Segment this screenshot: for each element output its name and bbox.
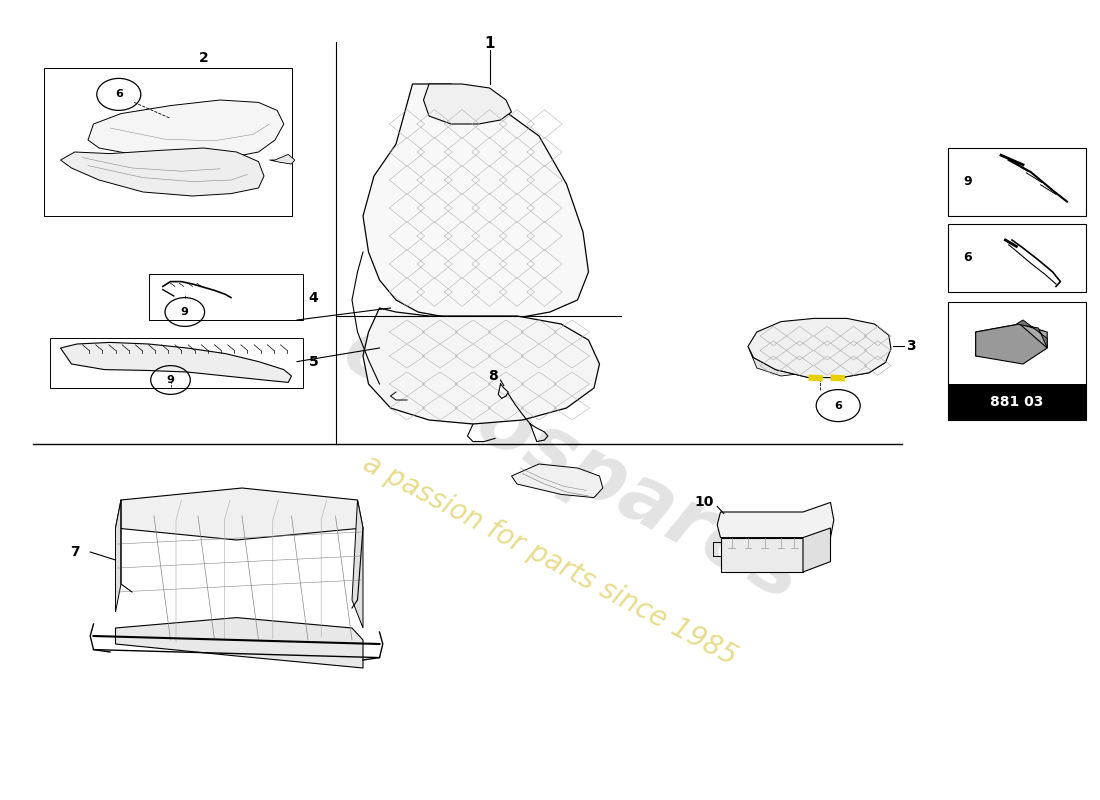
Polygon shape [748,346,889,378]
Polygon shape [60,342,292,382]
Polygon shape [60,148,264,196]
Text: 8: 8 [488,369,497,383]
Polygon shape [352,500,363,628]
Text: 10: 10 [694,495,714,510]
Text: 9: 9 [180,307,189,317]
Text: a passion for parts since 1985: a passion for parts since 1985 [359,449,741,671]
Text: eurospares: eurospares [329,310,815,618]
Polygon shape [717,502,834,538]
FancyBboxPatch shape [948,302,1086,420]
Text: 4: 4 [309,290,318,305]
Polygon shape [424,84,512,124]
Polygon shape [116,488,363,540]
Text: 881 03: 881 03 [990,395,1044,410]
FancyBboxPatch shape [948,384,1086,420]
Polygon shape [116,500,121,612]
Polygon shape [512,464,603,498]
Text: 9: 9 [964,175,972,188]
Polygon shape [363,308,600,424]
Text: 9: 9 [166,375,175,385]
Text: 6: 6 [834,401,843,410]
Polygon shape [748,318,891,378]
Text: 5: 5 [309,355,318,370]
Text: 6: 6 [964,251,972,264]
Polygon shape [803,528,830,572]
Polygon shape [976,324,1047,356]
Text: 7: 7 [70,545,79,559]
Polygon shape [976,324,1047,364]
Polygon shape [363,84,588,320]
Polygon shape [88,100,284,160]
Polygon shape [1016,320,1047,348]
Polygon shape [270,154,295,164]
Text: 1: 1 [484,37,495,51]
Polygon shape [116,618,363,668]
Text: 6: 6 [114,90,123,99]
Polygon shape [720,538,803,572]
Text: 2: 2 [199,50,208,65]
Text: 3: 3 [906,338,915,353]
